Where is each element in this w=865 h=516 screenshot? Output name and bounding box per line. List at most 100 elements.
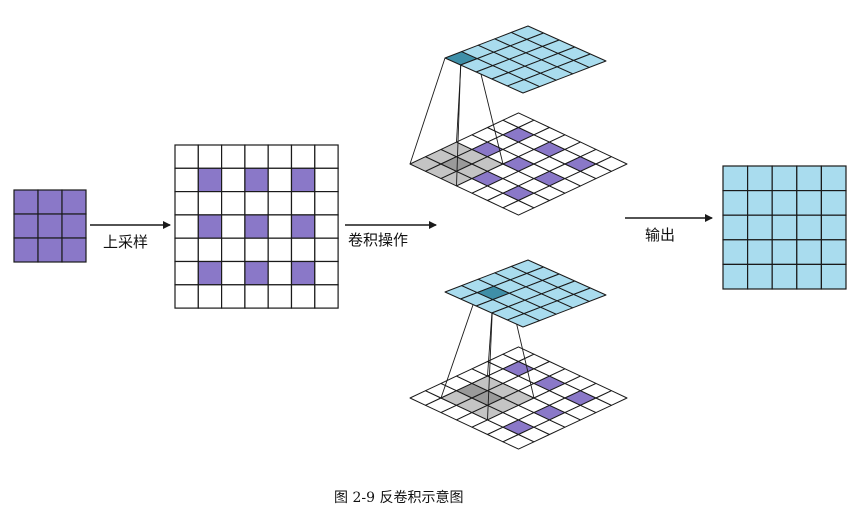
upsampled-cell [267, 167, 293, 193]
upsampled-cell [244, 167, 269, 193]
input-cell [13, 189, 39, 215]
output-cell [796, 165, 822, 192]
output-cell [796, 263, 822, 290]
upsampled-cell [267, 214, 293, 239]
upsampled-cell [244, 284, 269, 309]
upsampled-cell [197, 260, 223, 286]
input-cell [61, 237, 87, 263]
output-cell [771, 214, 798, 241]
output-label: 输出 [645, 226, 676, 244]
upsampled-cell [221, 144, 246, 169]
input-cell [13, 237, 39, 263]
output-cell [820, 214, 847, 241]
upsampled-cell [244, 144, 269, 169]
output-cell [746, 190, 773, 216]
upsampled-cell [174, 191, 199, 216]
upsampled-cell [197, 144, 223, 169]
perspective-input-cell [595, 156, 628, 172]
upsampled-cell [174, 284, 199, 309]
upsampled-cell [314, 284, 339, 309]
input-grid-3x3 [13, 189, 87, 263]
upsampled-cell [221, 260, 246, 286]
output-cell [771, 165, 798, 192]
upsampled-grid-7x7 [174, 144, 339, 309]
upsampled-cell [174, 237, 199, 263]
input-cell [37, 237, 63, 263]
upsampled-cell [290, 144, 316, 169]
upsampled-cell [290, 237, 316, 263]
output-cell [722, 190, 749, 216]
upsampled-cell [290, 284, 316, 309]
upsampled-cell [290, 191, 316, 216]
upsampled-cell [244, 191, 269, 216]
output-cell [796, 239, 822, 266]
output-cell [746, 239, 773, 266]
input-cell [37, 189, 63, 215]
output-grid-5x5 [722, 165, 847, 290]
upsampled-cell [267, 237, 293, 263]
upsampled-cell [267, 260, 293, 286]
figure-caption: 图 2-9 反卷积示意图 [334, 490, 464, 506]
upsampled-cell [314, 260, 339, 286]
projection-line [409, 57, 446, 165]
perspective-input-cell [595, 390, 628, 406]
perspective-output-cell [573, 53, 607, 68]
upsampled-cell [290, 167, 316, 193]
upsampled-cell [221, 167, 246, 193]
upsampled-cell [197, 284, 223, 309]
upsample-label: 上采样 [103, 233, 149, 251]
upsampled-cell [244, 214, 269, 239]
output-cell [820, 263, 847, 290]
upsampled-cell [174, 214, 199, 239]
upsampled-cell [197, 191, 223, 216]
projection-line [487, 299, 494, 420]
upsampled-cell [314, 167, 339, 193]
upsampled-cell [267, 144, 293, 169]
upsampled-cell [197, 214, 223, 239]
input-cell [13, 213, 39, 239]
output-cell [771, 190, 798, 216]
output-cell [820, 165, 847, 192]
upsampled-cell [221, 214, 246, 239]
upsampled-cell [314, 237, 339, 263]
output-cell [746, 263, 773, 290]
upsampled-cell [290, 260, 316, 286]
upsampled-cell [221, 284, 246, 309]
upsampled-cell [267, 284, 293, 309]
upsampled-cell [267, 191, 293, 216]
upsampled-cell [174, 260, 199, 286]
upsampled-cell [197, 237, 223, 263]
upsampled-cell [174, 144, 199, 169]
upsampled-cell [197, 167, 223, 193]
input-cell [61, 213, 87, 239]
output-cell [722, 214, 749, 241]
output-cell [722, 239, 749, 266]
upsampled-cell [290, 214, 316, 239]
input-cell [61, 189, 87, 215]
convolution-top-perspective [409, 25, 628, 216]
projection-line [456, 64, 462, 186]
upsampled-cell [221, 237, 246, 263]
upsampled-cell [314, 191, 339, 216]
input-cell [37, 213, 63, 239]
output-cell [771, 239, 798, 266]
output-cell [820, 190, 847, 216]
output-cell [722, 263, 749, 290]
output-cell [746, 214, 773, 241]
upsampled-cell [244, 260, 269, 286]
upsampled-cell [221, 191, 246, 216]
output-cell [796, 214, 822, 241]
upsampled-cell [244, 237, 269, 263]
upsampled-cell [314, 214, 339, 239]
output-cell [722, 165, 749, 192]
convolution-label: 卷积操作 [348, 231, 409, 249]
upsampled-cell [174, 167, 199, 193]
output-cell [820, 239, 847, 266]
upsampled-cell [314, 144, 339, 169]
perspective-output-cell [573, 287, 607, 302]
output-cell [796, 190, 822, 216]
projection-line [476, 58, 504, 165]
projection-line [440, 292, 478, 399]
output-cell [771, 263, 798, 290]
